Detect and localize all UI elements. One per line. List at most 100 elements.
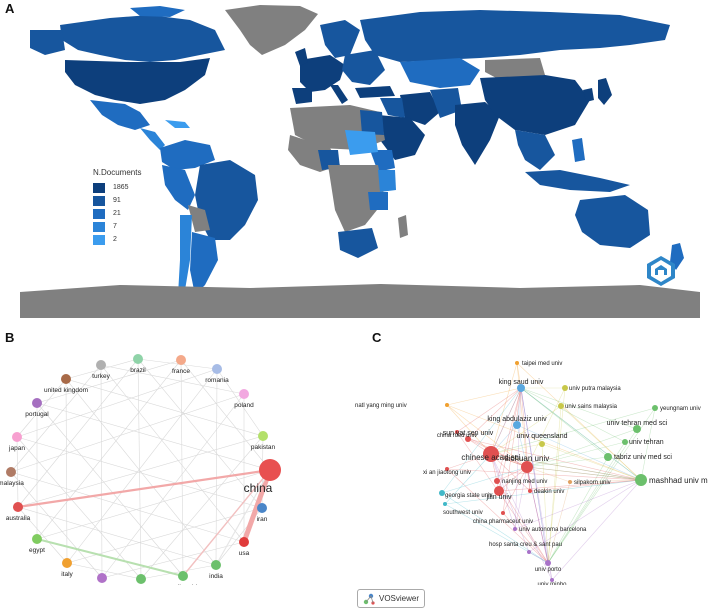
institution-link: [514, 466, 528, 530]
country-label: pakistan: [251, 444, 276, 451]
country-node: [259, 459, 281, 481]
vosviewer-label: VOSviewer: [379, 594, 420, 603]
institution-link: [569, 479, 642, 483]
map-region-chile: [178, 215, 192, 295]
institution-link: [444, 453, 492, 505]
map-region-europe-west: [300, 55, 345, 92]
country-link: [137, 358, 263, 509]
institution-link: [446, 468, 549, 564]
institution-link: [502, 512, 549, 564]
institution-node: [562, 385, 568, 391]
map-region-mexico: [90, 100, 150, 130]
institution-node: [494, 486, 504, 496]
logo-badge: [647, 256, 675, 286]
institution-label: univ tehran: [629, 439, 664, 446]
map-region-scandinavia: [320, 20, 360, 58]
legend-entry: 7: [93, 220, 173, 233]
institution-link: [516, 362, 522, 389]
country-label: australia: [6, 515, 31, 522]
country-link: [140, 435, 264, 580]
country-link: [16, 436, 263, 509]
institution-link: [547, 407, 656, 564]
legend-entry: 91: [93, 194, 173, 207]
panel-label-a: A: [5, 1, 15, 16]
country-node: [6, 467, 16, 477]
country-link: [36, 402, 184, 577]
institution-link: [496, 480, 549, 564]
institution-label: univ autonoma barcelona: [519, 527, 587, 533]
country-link: [16, 436, 142, 580]
institution-label: china pharmaceut univ: [473, 519, 533, 525]
country-label: china: [244, 481, 273, 495]
institution-label: king abdulaziz univ: [487, 416, 547, 423]
institution-link: [516, 424, 642, 481]
country-link: [16, 368, 218, 438]
country-label: malaysia: [0, 480, 24, 487]
map-region-kazakhstan: [400, 58, 480, 88]
map-region-iran: [400, 92, 440, 125]
country-edges: [10, 358, 273, 580]
country-node: [96, 360, 106, 370]
institution-label: univ porto: [535, 567, 562, 573]
institution-link: [528, 479, 642, 553]
institution-label: silpakorn univ: [574, 480, 611, 486]
institution-link: [490, 407, 656, 455]
institution-node: [521, 461, 533, 473]
map-region-philippines: [572, 138, 585, 162]
map-region-peru: [162, 165, 195, 210]
country-label: usa: [239, 550, 250, 557]
institution-link: [526, 387, 566, 468]
institution-link: [467, 438, 642, 481]
institution-node: [501, 511, 505, 515]
institution-link: [490, 453, 642, 481]
institution-link: [516, 387, 522, 426]
institution-link: [441, 466, 528, 494]
vosviewer-icon: [363, 593, 375, 605]
institution-network: taipei med univ king saud univ univ putra …: [355, 361, 708, 585]
map-region-india: [455, 102, 500, 165]
institution-link: [456, 431, 549, 564]
institution-link: [516, 424, 528, 468]
legend-swatch: [93, 195, 105, 206]
institution-link: [490, 453, 553, 581]
institution-link: [516, 362, 642, 481]
institution-node: [635, 474, 647, 486]
map-region-madagascar: [398, 215, 408, 238]
country-label: egypt: [29, 547, 45, 554]
country-link: [101, 541, 245, 579]
institution-link: [490, 362, 518, 455]
country-node: [176, 355, 186, 365]
legend-entry: 2: [93, 233, 173, 246]
institution-node: [445, 467, 449, 471]
institution-label: univ tehran med sci: [607, 420, 668, 427]
map-region-saudi-arabia: [378, 115, 425, 160]
institution-link: [490, 387, 522, 455]
institution-link: [541, 443, 642, 481]
map-region-sudan: [345, 130, 378, 155]
institution-link: [547, 456, 609, 564]
map-region-brazil: [195, 160, 258, 240]
map-region-east-europe: [342, 50, 385, 85]
country-link: [180, 359, 184, 577]
map-region-argentina: [190, 232, 218, 295]
map-region-korea: [583, 88, 594, 102]
country-node: [61, 374, 71, 384]
institution-link: [541, 443, 549, 564]
map-region-australia: [575, 195, 650, 248]
country-link: [10, 393, 245, 473]
institution-label: nanjing med univ: [502, 479, 547, 485]
country-node: [211, 560, 221, 570]
legend-swatch: [93, 208, 105, 219]
institution-link: [446, 404, 492, 455]
world-choropleth-map: [20, 5, 700, 318]
legend-label: 21: [113, 210, 121, 217]
country-node: [239, 537, 249, 547]
country-label: portugal: [25, 411, 49, 418]
institution-link: [490, 387, 522, 455]
country-label: united kingdom: [44, 387, 88, 394]
institution-node: [558, 403, 564, 409]
institution-label: tabriz univ med sci: [614, 454, 672, 461]
vosviewer-badge: VOSviewer: [357, 589, 425, 608]
institution-link: [526, 466, 549, 564]
country-label: france: [172, 368, 190, 375]
